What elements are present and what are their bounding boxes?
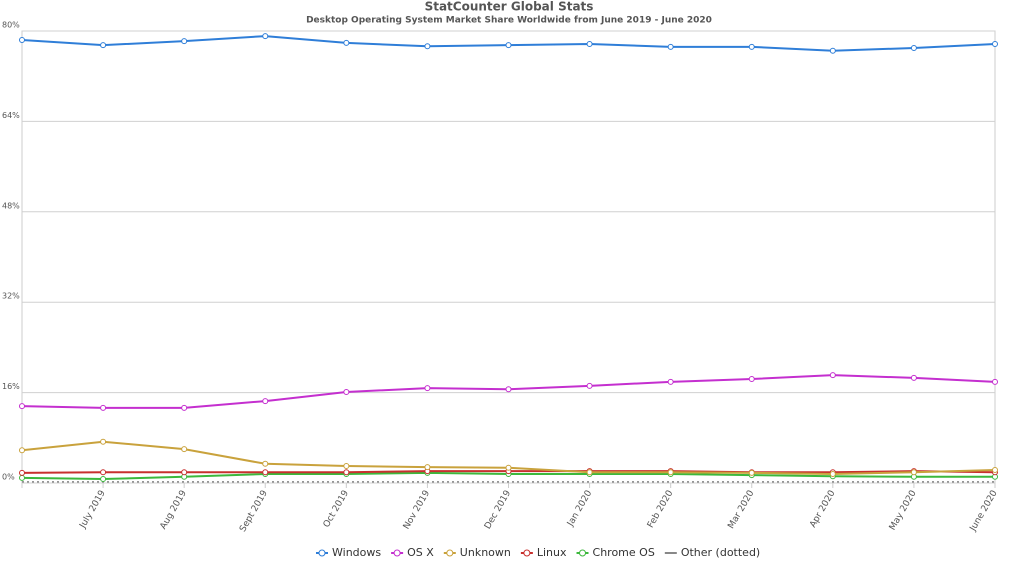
chart-title: StatCounter Global Stats	[425, 0, 594, 14]
data-point	[100, 469, 107, 476]
legend-label: Chrome OS	[593, 546, 655, 559]
data-point	[181, 38, 188, 45]
y-tick-label: 16%	[2, 382, 20, 391]
x-tick-label: Sept 2019	[238, 489, 270, 534]
data-point	[19, 469, 25, 476]
y-tick-label: 64%	[2, 111, 20, 120]
data-point	[748, 43, 755, 50]
data-point	[667, 43, 674, 50]
data-point	[505, 42, 512, 49]
x-tick-label: June 2020	[968, 489, 1000, 534]
y-tick-label: 0%	[2, 473, 15, 482]
data-point	[667, 378, 674, 385]
data-point	[992, 378, 998, 385]
x-tick-label: Apr 2020	[808, 489, 837, 530]
data-point	[586, 469, 593, 476]
data-point	[424, 464, 431, 471]
legend-label: Unknown	[460, 546, 511, 559]
data-point	[262, 469, 269, 476]
data-point	[586, 40, 593, 47]
data-point	[992, 467, 998, 474]
data-point	[667, 469, 674, 476]
data-point	[100, 404, 107, 411]
data-point	[343, 469, 350, 476]
data-point	[19, 447, 25, 454]
x-tick-label: Oct 2019	[322, 489, 351, 530]
data-point	[424, 43, 431, 50]
data-point	[262, 398, 269, 405]
legend-marker	[446, 549, 454, 557]
data-point	[829, 47, 836, 54]
data-point	[910, 44, 917, 51]
data-point	[343, 389, 350, 396]
data-point	[181, 404, 188, 411]
data-point	[181, 469, 188, 476]
data-point	[910, 469, 917, 476]
x-tick-label: May 2020	[888, 489, 919, 533]
y-tick-label: 48%	[2, 201, 20, 210]
data-point	[343, 463, 350, 470]
data-point	[992, 40, 998, 47]
data-point	[910, 374, 917, 381]
data-point	[505, 464, 512, 471]
legend-marker	[318, 549, 326, 557]
legend-label: Windows	[332, 546, 381, 559]
legend-marker	[393, 549, 401, 557]
data-point	[19, 474, 25, 481]
x-tick-label: Dec 2019	[483, 489, 513, 532]
data-point	[19, 403, 25, 410]
legend-label: Linux	[537, 546, 567, 559]
x-tick-label: Feb 2020	[646, 489, 676, 530]
y-tick-label: 80%	[2, 21, 20, 30]
data-point	[829, 372, 836, 379]
data-point	[343, 39, 350, 46]
x-tick-label: Jan 2020	[565, 489, 594, 529]
legend-label: Other (dotted)	[681, 546, 760, 559]
data-point	[505, 386, 512, 393]
data-point	[748, 376, 755, 383]
data-point	[829, 470, 836, 477]
x-tick-label: Nov 2019	[402, 489, 432, 532]
plot-border	[21, 30, 996, 484]
legend-marker	[579, 549, 587, 557]
x-tick-label: Mar 2020	[726, 489, 756, 531]
data-point	[262, 33, 269, 40]
data-point	[748, 469, 755, 476]
data-point	[586, 382, 593, 389]
chart-subtitle: Desktop Operating System Market Share Wo…	[306, 16, 712, 26]
y-tick-label: 32%	[2, 292, 20, 301]
x-tick-label: July 2019	[78, 489, 108, 531]
data-point	[19, 37, 25, 44]
legend-label: OS X	[407, 546, 434, 559]
x-tick-label: Aug 2019	[159, 489, 189, 532]
legend-marker	[523, 549, 531, 557]
data-point	[100, 438, 107, 445]
data-point	[100, 476, 107, 483]
data-point	[262, 460, 269, 467]
data-point	[181, 446, 188, 453]
data-point	[100, 42, 107, 49]
data-point	[424, 385, 431, 392]
